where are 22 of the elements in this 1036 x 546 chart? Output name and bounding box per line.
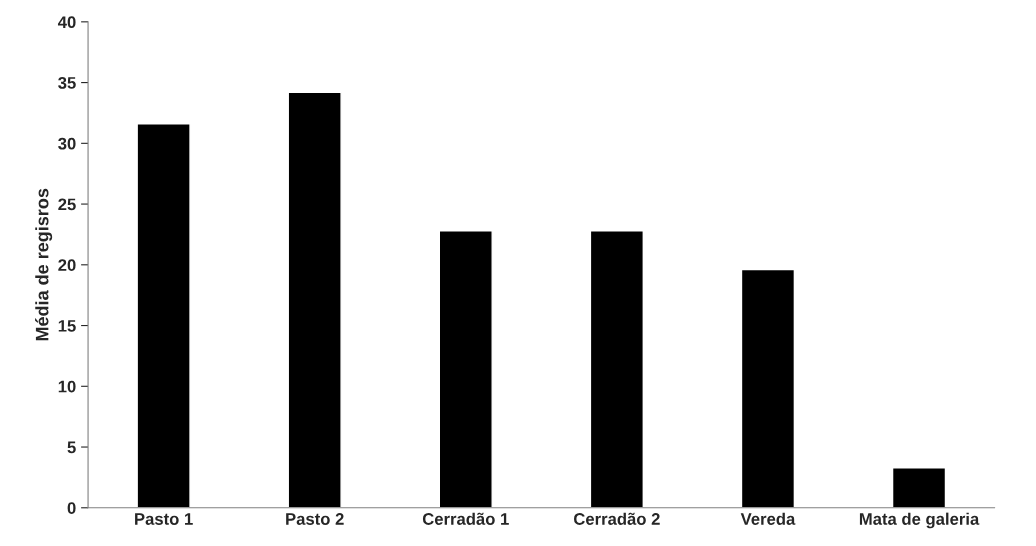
- bar: [891, 466, 947, 508]
- bar: [438, 230, 493, 508]
- x-tick-label: Cerradão 1: [422, 512, 509, 525]
- x-tick-label: Vereda: [740, 512, 796, 525]
- y-tick-label: 40: [57, 16, 76, 29]
- y-tick-label: 20: [58, 259, 76, 272]
- y-axis-title: Média de regisros: [35, 188, 53, 341]
- x-tick-label: Pasto 1: [135, 513, 193, 525]
- bar: [287, 91, 342, 508]
- bar: [740, 268, 796, 508]
- y-tick-label: 0: [67, 502, 76, 514]
- x-tick-label: Pasto 2: [286, 513, 344, 525]
- y-tick-label: 35: [58, 76, 76, 89]
- x-tick-label: Mata de galeria: [859, 512, 980, 529]
- bar: [589, 230, 644, 508]
- x-tick-label: Cerradão 2: [574, 512, 660, 525]
- y-tick-label: 5: [67, 441, 76, 454]
- y-tick-label: 10: [58, 380, 76, 393]
- y-tick-label: 30: [58, 137, 76, 150]
- y-tick-label: 25: [58, 198, 76, 211]
- bar: [136, 123, 191, 508]
- y-tick-label: 15: [58, 320, 76, 332]
